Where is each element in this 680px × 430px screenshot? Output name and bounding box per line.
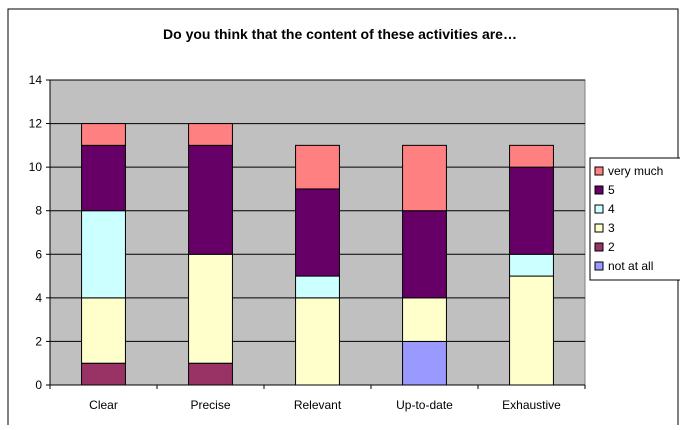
- y-tick-label: 0: [35, 378, 42, 392]
- legend-box: [589, 157, 680, 281]
- y-axis: 0 2 4 6 8 10 12 14: [29, 73, 51, 392]
- legend-label: 3: [608, 221, 615, 235]
- bar-segment: [188, 144, 233, 255]
- y-tick-label: 2: [35, 334, 42, 348]
- bars: [81, 123, 554, 386]
- bar-segment: [402, 297, 447, 342]
- legend-label: very much: [608, 164, 663, 178]
- y-tick-label: 10: [29, 160, 43, 174]
- legend-label: 4: [608, 202, 615, 216]
- bar-segment: [81, 362, 126, 386]
- legend-swatch: [594, 242, 604, 252]
- bar-segment: [188, 362, 233, 386]
- x-tick-label: Exhaustive: [502, 398, 561, 412]
- y-tick-label: 4: [35, 291, 42, 305]
- legend-swatch: [594, 223, 604, 233]
- x-tick-label: Up-to-date: [396, 398, 453, 412]
- x-axis: Clear Precise Relevant Up-to-date Exhaustive: [49, 384, 586, 412]
- bar-segment: [295, 275, 340, 299]
- y-tick-label: 12: [29, 117, 43, 131]
- bar-segment: [81, 297, 126, 364]
- legend-swatch: [594, 261, 604, 271]
- x-tick-label: Clear: [89, 398, 118, 412]
- chart-title: Do you think that the content of these a…: [163, 26, 517, 42]
- bar-segment: [509, 275, 554, 386]
- legend-swatch: [594, 204, 604, 214]
- bar-segment: [402, 144, 447, 212]
- bar-segment: [81, 123, 126, 146]
- bar-segment: [509, 166, 554, 255]
- bar-segment: [295, 297, 340, 386]
- bar-segment: [81, 210, 126, 299]
- bar-segment: [295, 144, 340, 190]
- bar-segment: [402, 210, 447, 299]
- x-tick-label: Relevant: [294, 398, 342, 412]
- bar-segment: [509, 144, 554, 168]
- x-tick-label: Precise: [190, 398, 230, 412]
- legend: very much 5 4 3 2 not at all: [589, 157, 680, 281]
- bar-segment: [188, 123, 233, 146]
- legend-swatch: [594, 166, 604, 176]
- legend-label: not at all: [608, 259, 653, 273]
- bar-segment: [81, 144, 126, 212]
- bar-segment: [509, 253, 554, 277]
- y-tick-label: 14: [29, 73, 43, 87]
- legend-label: 5: [608, 183, 615, 197]
- legend-label: 2: [608, 240, 615, 254]
- y-tick-label: 8: [35, 204, 42, 218]
- legend-swatch: [594, 185, 604, 195]
- bar-segment: [188, 253, 233, 364]
- y-tick-label: 6: [35, 247, 42, 261]
- bar-segment: [295, 188, 340, 277]
- bar-segment: [402, 340, 447, 386]
